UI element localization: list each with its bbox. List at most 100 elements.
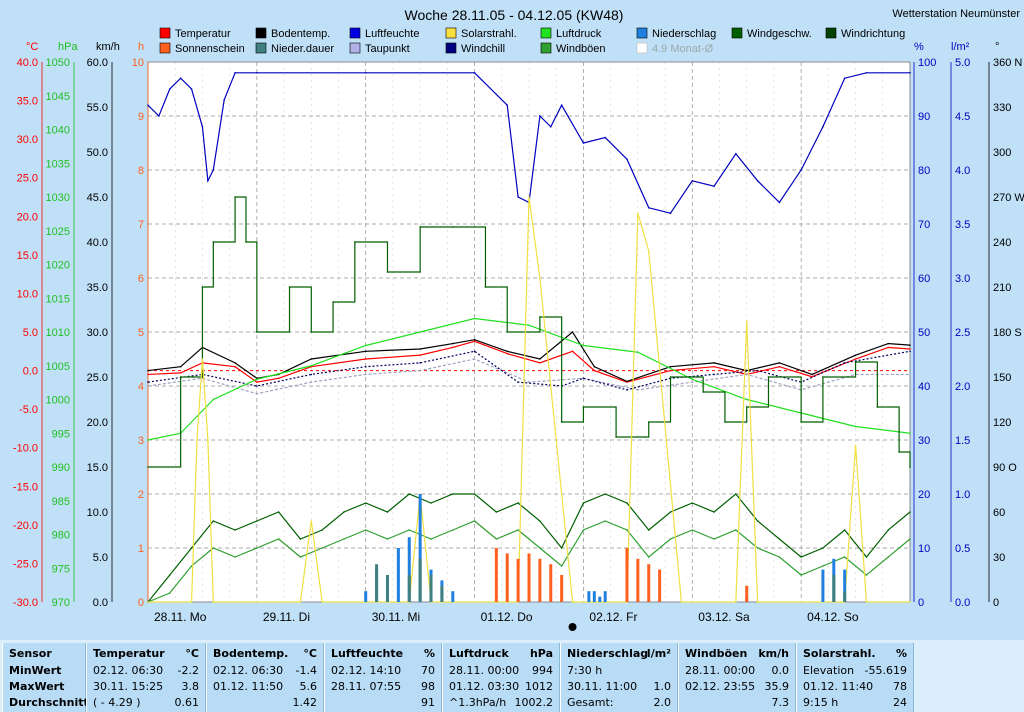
tick-label: 30.0 xyxy=(87,327,108,339)
data-point xyxy=(343,538,345,540)
data-point xyxy=(386,511,389,513)
stat-value: 1.42 xyxy=(292,696,318,709)
tick-label: 4.0 xyxy=(955,165,970,177)
data-point xyxy=(789,601,792,603)
data-point xyxy=(452,226,454,228)
data-point xyxy=(539,115,541,117)
data-point xyxy=(364,350,367,353)
stat-unit: °C xyxy=(303,647,317,660)
stat-row: 30.11. 15:25 3.8 xyxy=(87,679,205,695)
stat-label: 30.11. 11:00 xyxy=(567,680,638,693)
legend-swatch xyxy=(445,42,457,54)
stat-row: 01.12. 11:50 5.6 xyxy=(207,679,323,695)
tick-label: 1040 xyxy=(46,125,70,137)
stat-label: 02.12. 06:30 xyxy=(213,664,284,677)
data-point xyxy=(800,574,802,576)
data-point xyxy=(190,547,193,549)
stat-column: Solarstrahl.% Elevation -55.619 01.12. 11:4… xyxy=(796,643,914,712)
bar-mark xyxy=(407,575,411,602)
data-point xyxy=(843,529,846,531)
data-point xyxy=(179,372,182,374)
data-point xyxy=(647,421,650,423)
data-point xyxy=(310,373,313,376)
tick-label: 975 xyxy=(52,563,70,575)
data-point xyxy=(745,406,748,408)
data-point xyxy=(321,529,323,531)
data-point xyxy=(517,502,519,504)
data-point xyxy=(310,364,313,367)
data-point xyxy=(691,378,694,381)
legend-swatch xyxy=(636,27,648,39)
data-point xyxy=(386,271,389,273)
stat-value: 35.9 xyxy=(764,680,790,693)
axis-left-0: °C 40.0 35.0 30.0 25.0 20.0 15.0 10.0 5.0 0.0 -5.0… xyxy=(13,41,43,609)
tick-label: 50.0 xyxy=(87,147,108,159)
data-point xyxy=(179,365,182,368)
tick-label: 330 xyxy=(993,102,1011,114)
data-point xyxy=(364,502,367,504)
stat-value: 78 xyxy=(893,680,907,693)
x-tick-label: 02.12. Fr xyxy=(589,610,637,624)
tick-label: 120 xyxy=(993,417,1011,429)
series-line xyxy=(147,520,911,603)
tick-label: 55.0 xyxy=(87,102,108,114)
bar-mark xyxy=(451,591,455,602)
stat-header: Niederschlag l/m² xyxy=(561,646,677,662)
stat-header: Windböen km/h xyxy=(679,646,795,662)
tick-label: 10.0 xyxy=(87,507,108,519)
stat-title: Windböen xyxy=(685,647,748,660)
tick-label: 1015 xyxy=(46,293,70,305)
data-point xyxy=(473,72,476,74)
data-point xyxy=(190,88,193,90)
legend-swatch xyxy=(825,27,837,39)
bar-mark xyxy=(418,494,422,602)
tick-label: 995 xyxy=(52,428,70,440)
legend-swatch xyxy=(636,42,648,54)
stat-label: 28.11. 07:55 xyxy=(331,680,402,693)
data-point xyxy=(680,601,683,603)
data-point xyxy=(854,361,857,363)
tick-label: 40 xyxy=(918,381,930,393)
data-point xyxy=(582,406,585,408)
data-point xyxy=(430,502,432,504)
data-point xyxy=(147,104,149,106)
data-point xyxy=(756,520,759,522)
tick-label: 360 N xyxy=(993,57,1022,69)
data-point xyxy=(822,376,824,378)
data-point xyxy=(843,77,846,79)
x-tick-label: 03.12. Sa xyxy=(698,610,750,624)
legend-swatch xyxy=(255,42,267,54)
tick-label: 60 xyxy=(918,273,930,285)
data-point xyxy=(778,362,781,364)
data-point xyxy=(364,72,367,74)
tick-label: 20.0 xyxy=(87,417,108,429)
series-line xyxy=(147,72,910,214)
data-point xyxy=(647,207,650,209)
data-point xyxy=(909,373,911,376)
data-point xyxy=(277,511,280,513)
tick-label: 2 xyxy=(138,489,144,501)
axis-right-1: l/m² 5.0 4.5 4.0 3.5 3.0 2.5 2.0 1.5 1.0 0.5 0.0 xyxy=(950,41,970,609)
stat-label: 01.12. 11:50 xyxy=(213,680,284,693)
tick-label: 210 xyxy=(993,282,1011,294)
data-point xyxy=(452,342,454,345)
data-point xyxy=(637,212,639,214)
weather-chart: Woche 28.11.05 - 04.12.05 (KW48) Wetterst… xyxy=(13,7,1024,631)
stat-label: ^1.3hPa/h xyxy=(449,696,507,709)
tick-label: 5 xyxy=(138,327,144,339)
data-point xyxy=(854,354,857,356)
data-point xyxy=(615,436,617,438)
data-point xyxy=(865,72,868,74)
data-point xyxy=(158,115,160,117)
series-luftfeuchte xyxy=(147,72,911,214)
stat-label: 9:15 h xyxy=(803,696,839,709)
axis-unit: km/h xyxy=(96,41,120,53)
data-point xyxy=(669,376,672,378)
data-point xyxy=(234,365,236,368)
tick-label: 50 xyxy=(918,327,930,339)
stat-row: ( - 4.29 ) 0.61 xyxy=(87,695,205,711)
stat-value: 24 xyxy=(893,696,907,709)
stat-label: 02.12. 14:10 xyxy=(331,664,402,677)
legend-label: Windrichtung xyxy=(841,28,905,40)
